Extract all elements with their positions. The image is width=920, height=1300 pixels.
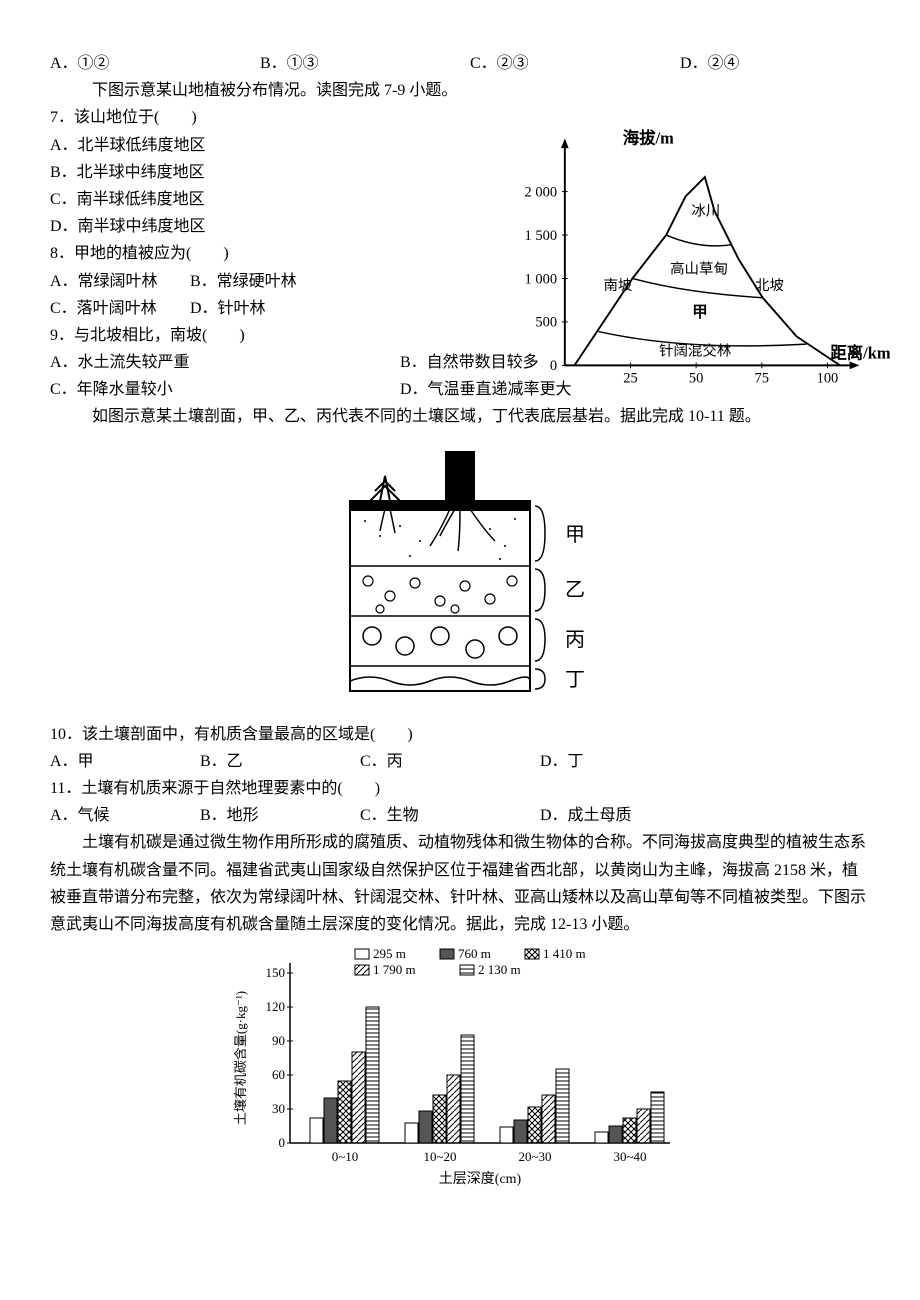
option-c: C．②③ [470, 50, 660, 77]
q11-d: D．成土母质 [540, 802, 870, 829]
svg-text:南坡: 南坡 [603, 277, 632, 294]
svg-text:2 130 m: 2 130 m [478, 962, 521, 977]
svg-text:30: 30 [272, 1101, 285, 1116]
svg-text:甲: 甲 [565, 524, 585, 546]
svg-text:90: 90 [272, 1033, 285, 1048]
q11-c: C．生物 [360, 802, 540, 829]
svg-text:高山草甸: 高山草甸 [670, 261, 728, 278]
q10-d: D．丁 [540, 748, 870, 775]
option-b: B．①③ [260, 50, 450, 77]
svg-text:乙: 乙 [565, 579, 585, 601]
q10-stem: 10．该土壤剖面中，有机质含量最高的区域是( ) [50, 721, 870, 748]
svg-text:冰川: 冰川 [691, 203, 720, 220]
svg-text:100: 100 [817, 371, 839, 387]
q9-a: A．水土流失较严重 [50, 349, 400, 376]
svg-text:1 410 m: 1 410 m [543, 946, 586, 961]
q11-stem: 11．土壤有机质来源于自然地理要素中的( ) [50, 775, 870, 802]
svg-text:丙: 丙 [565, 629, 585, 651]
q10-a: A．甲 [50, 748, 200, 775]
svg-text:120: 120 [266, 999, 286, 1014]
svg-text:50: 50 [689, 371, 703, 387]
soil-figure: 甲 乙 丙 丁 [290, 441, 630, 711]
svg-text:丁: 丁 [565, 669, 585, 691]
svg-text:1 790 m: 1 790 m [373, 962, 416, 977]
svg-text:0~10: 0~10 [332, 1149, 359, 1164]
option-a: A．①② [50, 50, 240, 77]
svg-text:海拔/m: 海拔/m [623, 129, 674, 148]
intro-12-13: 土壤有机碳是通过微生物作用所形成的腐殖质、动植物残体和微生物体的合称。不同海拔高… [50, 829, 870, 938]
svg-text:760 m: 760 m [458, 946, 491, 961]
q10-b: B．乙 [200, 748, 360, 775]
q8-a: A．常绿阔叶林 [50, 268, 190, 295]
svg-text:60: 60 [272, 1067, 285, 1082]
svg-text:0: 0 [279, 1135, 286, 1150]
q11-a: A．气候 [50, 802, 200, 829]
svg-text:295 m: 295 m [373, 946, 406, 961]
svg-text:25: 25 [623, 371, 637, 387]
mountain-figure: 0 500 1 000 1 500 2 000 25 50 75 100 海拔/… [510, 124, 890, 404]
option-d: D．②④ [680, 50, 870, 77]
q11-b: B．地形 [200, 802, 360, 829]
svg-text:1 500: 1 500 [525, 228, 558, 244]
svg-text:1 000: 1 000 [525, 272, 558, 288]
svg-text:土层深度(cm): 土层深度(cm) [439, 1171, 522, 1187]
svg-text:20~30: 20~30 [518, 1149, 551, 1164]
carbon-chart: 0 30 60 90 120 150 土壤有机碳含量(g·kg⁻¹) 土层深度(… [220, 943, 700, 1193]
svg-text:北坡: 北坡 [755, 277, 784, 294]
svg-text:10~20: 10~20 [423, 1149, 456, 1164]
q9-c: C．年降水量较小 [50, 376, 400, 403]
q8-c: C．落叶阔叶林 [50, 295, 190, 322]
svg-text:针阔混交林: 针阔混交林 [659, 342, 732, 360]
svg-text:30~40: 30~40 [613, 1149, 646, 1164]
q10-c: C．丙 [360, 748, 540, 775]
svg-text:土壤有机碳含量(g·kg⁻¹): 土壤有机碳含量(g·kg⁻¹) [233, 991, 248, 1125]
svg-text:150: 150 [266, 965, 286, 980]
svg-text:距离/km: 距离/km [830, 344, 890, 363]
intro-10-11: 如图示意某土壤剖面，甲、乙、丙代表不同的土壤区域，丁代表底层基岩。据此完成 10… [50, 403, 870, 430]
svg-text:75: 75 [755, 371, 769, 387]
svg-text:500: 500 [535, 315, 557, 331]
svg-text:0: 0 [550, 359, 557, 375]
svg-text:2 000: 2 000 [525, 185, 558, 201]
svg-text:甲: 甲 [692, 303, 707, 321]
q6-options: A．①② B．①③ C．②③ D．②④ [50, 50, 870, 77]
intro-7-9: 下图示意某山地植被分布情况。读图完成 7-9 小题。 [50, 77, 870, 104]
